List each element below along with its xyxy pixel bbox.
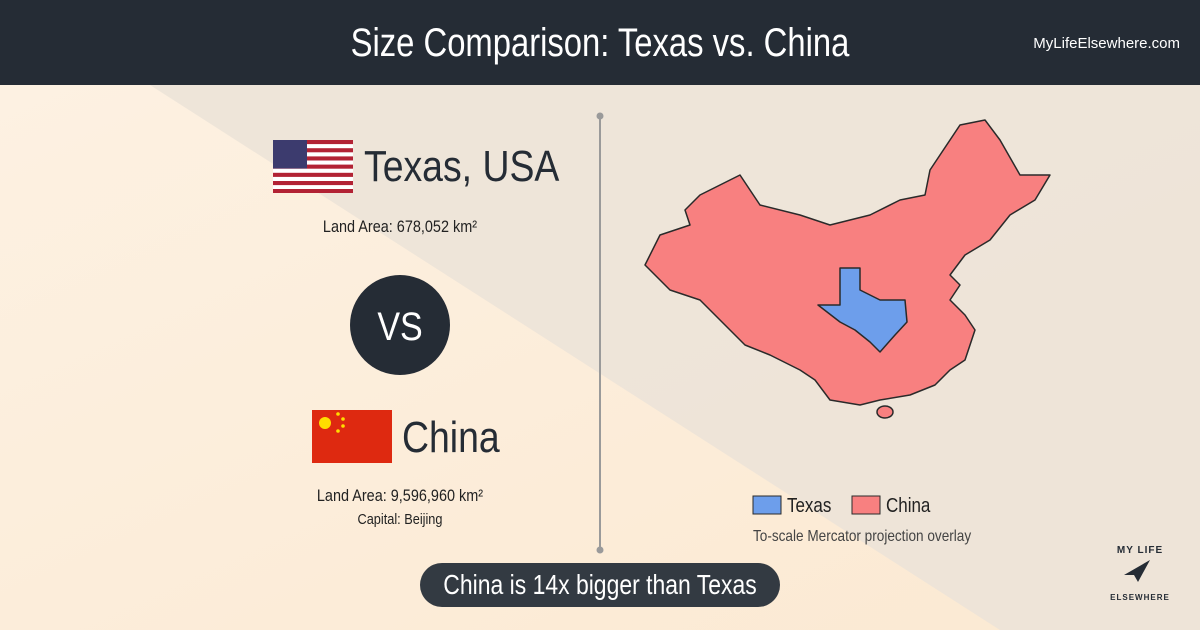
- banner: [420, 563, 780, 607]
- vs-text: VS: [377, 303, 422, 348]
- divider-end: [596, 112, 604, 120]
- header: [0, 0, 1200, 85]
- texas-shape: [817, 267, 908, 353]
- logo-plane: [1124, 560, 1150, 582]
- map-note: To-scale Mercator projection overlay: [753, 528, 972, 545]
- second-name: China: [402, 412, 500, 462]
- china-flag: [312, 410, 392, 463]
- us-flag: [273, 140, 353, 193]
- legend-swatch-china: [851, 495, 881, 515]
- china-shape: [644, 119, 1051, 406]
- legend-label: China: [886, 494, 931, 517]
- second-area: Land Area: 9,596,960 km²: [317, 487, 483, 505]
- first-name: Texas, USA: [364, 141, 560, 191]
- banner-text: China is 14x bigger than Texas: [443, 570, 756, 601]
- legend-label: Texas: [787, 494, 831, 517]
- legend-swatch-texas: [752, 495, 782, 515]
- site-name: MyLifeElsewhere.com: [1033, 35, 1180, 52]
- hainan-shape: [876, 405, 894, 419]
- second-capital: Capital: Beijing: [358, 510, 443, 527]
- logo: MY LIFE ELSEWHERE: [1110, 545, 1170, 602]
- first-area: Land Area: 678,052 km²: [323, 218, 477, 236]
- vs-badge: [350, 275, 450, 375]
- title: Size Comparison: Texas vs. China: [351, 20, 850, 65]
- divider-end: [596, 546, 604, 554]
- logo-bottom: ELSEWHERE: [1110, 593, 1170, 602]
- logo-top: MY LIFE: [1117, 545, 1163, 556]
